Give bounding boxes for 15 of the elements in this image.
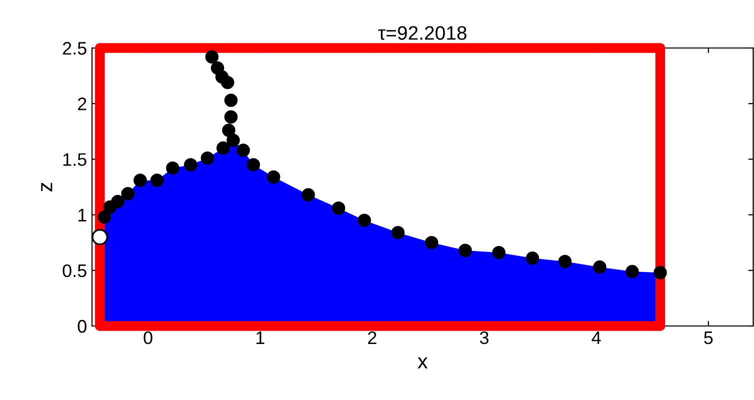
chart-title: τ=92.2018 [378, 26, 466, 40]
x-tick-label: 2 [368, 331, 376, 344]
y-tick-label: 0 [78, 320, 86, 333]
x-tick-label: 0 [144, 331, 152, 344]
y-tick-label: 1 [78, 208, 86, 222]
x-tick-label: 5 [704, 332, 713, 344]
x-tick-label: 4 [592, 332, 601, 344]
y-tick-label: 2.5 [62, 42, 86, 55]
y-tick-label: 1.5 [63, 153, 86, 166]
y-axis-title: z [41, 182, 52, 192]
y-tick-label: 0.5 [62, 264, 86, 278]
x-axis-title: x [418, 357, 428, 368]
x-tick-label: 3 [480, 331, 488, 344]
y-tick-label: 2 [78, 98, 86, 110]
x-tick-label: 1 [256, 332, 264, 344]
